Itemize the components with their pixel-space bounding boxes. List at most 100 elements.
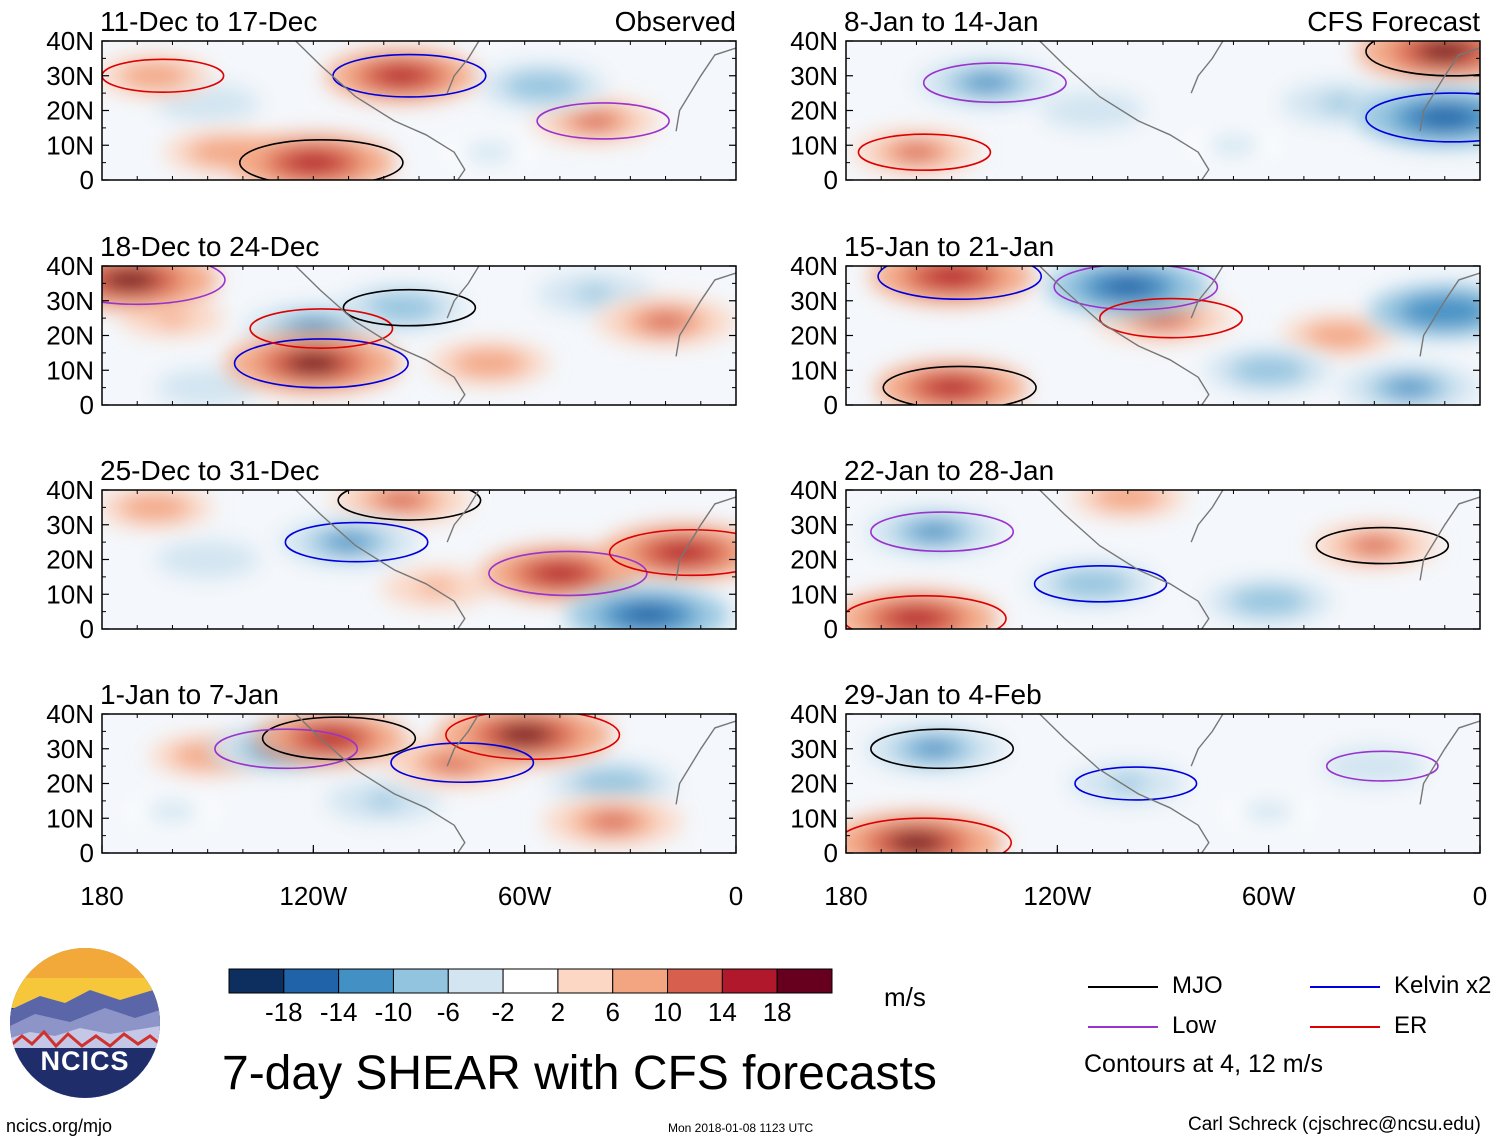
y-tick-label: 20N: [46, 321, 94, 351]
anomaly-field: [852, 41, 1480, 176]
colorbar-label: -2: [492, 997, 515, 1027]
contour-ring: [922, 62, 1067, 104]
contour-ring: [249, 308, 394, 349]
y-tick-label: 20N: [46, 769, 94, 799]
logo-text: NCICS: [40, 1046, 130, 1076]
colorbar-swatch: [392, 968, 449, 994]
contour-lines: [846, 490, 1480, 629]
y-tick-label: 10N: [46, 803, 94, 833]
y-tick-label: 30N: [46, 286, 94, 316]
y-tick-label: 0: [824, 390, 838, 420]
y-tick-label: 10N: [790, 130, 838, 160]
anomaly-blob: [1040, 91, 1145, 130]
contour-lines: [877, 266, 1480, 405]
anomaly-blob: [1069, 490, 1186, 519]
footer-source-link[interactable]: ncics.org/mjo: [6, 1116, 113, 1136]
contour-ring: [1053, 266, 1219, 311]
contour-ring: [1074, 766, 1198, 801]
colorbar-label: -6: [437, 997, 460, 1027]
x-tick-label: 60W: [498, 881, 552, 911]
panel-period-title: 22-Jan to 28-Jan: [844, 455, 1054, 486]
contour-ring: [1365, 92, 1480, 143]
anomaly-blob: [325, 49, 478, 103]
legend-swatch-mjo: [1088, 986, 1158, 988]
colorbar-swatch: [338, 968, 394, 994]
contour-lines: [857, 41, 1480, 180]
contour-ring: [870, 728, 1015, 770]
anomaly-blob: [1356, 41, 1480, 82]
contour-ring: [1365, 41, 1480, 77]
y-tick-label: 10N: [790, 803, 838, 833]
y-tick-label: 40N: [790, 699, 838, 729]
anomaly-blob: [846, 590, 999, 629]
contour-ring: [337, 490, 482, 521]
anomaly-blob: [480, 545, 639, 601]
y-tick-label: 20N: [790, 96, 838, 126]
contour-lines: [284, 490, 736, 629]
y-tick-label: 40N: [46, 475, 94, 505]
x-tick-label: 180: [80, 881, 123, 911]
colorbar: -18 -14 -10 -6 -2 2 6 10 14 18: [228, 968, 833, 1027]
anomaly-blob: [531, 97, 660, 144]
contour-ring: [608, 528, 736, 577]
coastline: [1419, 272, 1480, 357]
y-tick-label: 20N: [790, 545, 838, 575]
legend-swatch-low: [1088, 1026, 1158, 1028]
coastline: [295, 266, 466, 405]
anomaly-blob: [126, 793, 219, 829]
coastline: [1039, 490, 1210, 629]
colorbar-label: 18: [763, 997, 792, 1027]
legend-label-mjo: MJO: [1172, 972, 1223, 999]
contour-ring: [261, 716, 417, 761]
legend-label-er: ER: [1394, 1012, 1428, 1039]
anomaly-blob: [864, 723, 1005, 774]
y-tick-label: 40N: [790, 26, 838, 56]
contour-ring: [1033, 565, 1168, 603]
coastline: [295, 714, 466, 853]
anomaly-blob: [1204, 347, 1333, 394]
anomaly-blob: [1368, 284, 1480, 338]
contour-ring: [284, 521, 429, 563]
colorbar-label: 2: [551, 997, 565, 1027]
colorbar-swatch: [721, 968, 778, 994]
contour-ring: [536, 102, 670, 140]
panel-period-title: 11-Dec to 17-Dec: [100, 6, 317, 37]
anomaly-blob: [428, 341, 551, 386]
contour-ring: [1315, 526, 1450, 565]
contour-ring: [488, 550, 648, 597]
coastline: [675, 47, 736, 132]
colorbar-label: -14: [320, 997, 358, 1027]
coastline: [446, 266, 480, 319]
footer-author: Carl Schreck (cjschrec@ncsu.edu): [1188, 1114, 1481, 1135]
contour-ring: [857, 133, 992, 171]
ncics-logo-graphic: [10, 948, 160, 1098]
coastline: [1190, 41, 1224, 94]
panel-header: Observed: [615, 6, 736, 37]
colorbar-label: 14: [708, 997, 737, 1027]
y-tick-label: 40N: [46, 251, 94, 281]
y-tick-label: 10N: [790, 355, 838, 385]
anomaly-blob: [1204, 578, 1333, 625]
y-tick-label: 0: [80, 390, 94, 420]
anomaly-blob: [102, 490, 213, 529]
y-tick-label: 40N: [790, 475, 838, 505]
y-tick-label: 30N: [46, 734, 94, 764]
contour-ring: [233, 338, 409, 389]
coastline: [1190, 714, 1224, 767]
contour-ring: [390, 742, 535, 784]
coastline: [1039, 266, 1210, 405]
contour-ring: [1325, 750, 1439, 782]
panel-period-title: 8-Jan to 14-Jan: [844, 6, 1039, 37]
y-tick-label: 30N: [790, 61, 838, 91]
coastline: [1419, 47, 1480, 132]
panel-period-title: 29-Jan to 4-Feb: [844, 679, 1042, 710]
anomaly-blob: [1356, 87, 1480, 148]
panel-period-title: 1-Jan to 7-Jan: [100, 679, 279, 710]
anomaly-blob: [231, 134, 396, 180]
